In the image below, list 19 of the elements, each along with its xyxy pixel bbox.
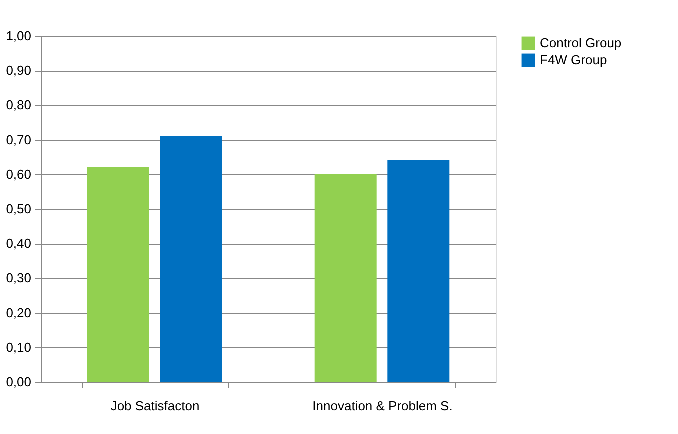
y-tick-label: 1,00 — [6, 28, 32, 44]
y-tick-label: 0,50 — [6, 202, 32, 216]
bar — [87, 167, 150, 382]
y-tick-label: 0,30 — [6, 270, 32, 286]
y-tick-label: 0,20 — [6, 305, 32, 320]
y-tick-label: 0,90 — [6, 63, 32, 78]
y-tick-label: 0,70 — [6, 132, 32, 148]
y-tick-label: 0,00 — [6, 374, 32, 390]
legend-label: F4W Group — [540, 52, 608, 68]
bar — [388, 160, 450, 382]
y-tick-label: 0,10 — [6, 340, 32, 355]
y-tick-label: 0,80 — [6, 98, 32, 113]
x-tick-label: Innovation & Problem S. — [312, 398, 453, 414]
y-tick-label: 0,40 — [6, 236, 32, 252]
bar — [160, 136, 222, 382]
bar — [314, 174, 377, 382]
y-tick-label: 0,60 — [6, 166, 32, 182]
legend-label: Control Group — [540, 36, 622, 50]
x-tick-label: Job Satisfacton — [110, 398, 200, 414]
